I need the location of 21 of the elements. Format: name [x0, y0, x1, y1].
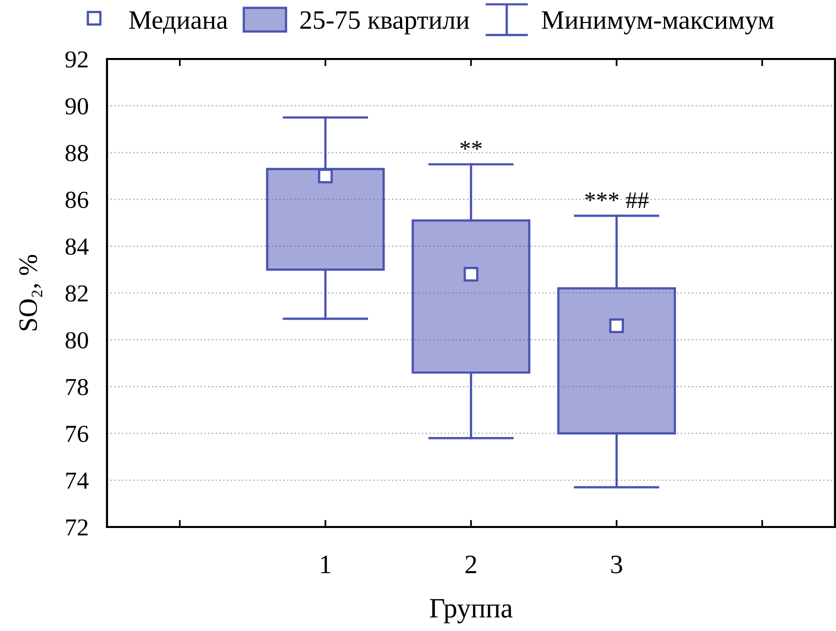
y-tick-label: 90 — [65, 98, 88, 114]
y-tick-label: 86 — [66, 192, 88, 208]
x-axis-title: Группа — [430, 599, 513, 624]
annotation: *** ## — [585, 192, 649, 208]
x-tick-label: 1 — [321, 556, 330, 574]
text: Медиана — [129, 11, 228, 34]
y-tick-label: 82 — [66, 285, 88, 302]
y-tick-label: 92 — [65, 51, 88, 68]
y-tick-label: 80 — [66, 332, 88, 348]
annotation: ** — [460, 141, 482, 150]
y-tick-label: 88 — [66, 144, 88, 162]
y-tick-label: 78 — [66, 378, 88, 396]
y-axis-title: SO₂, % — [19, 254, 42, 330]
y-tick-label: 72 — [66, 519, 88, 536]
y-tick-label: 76 — [66, 426, 88, 442]
y-tick-label: 84 — [66, 238, 89, 255]
x-tick-label: 3 — [611, 556, 622, 574]
text: 25-75 квартили — [300, 11, 470, 34]
x-tick-label: 2 — [466, 556, 476, 574]
y-tick-label: 74 — [66, 472, 89, 489]
text: Минимум-максимум — [542, 11, 774, 34]
